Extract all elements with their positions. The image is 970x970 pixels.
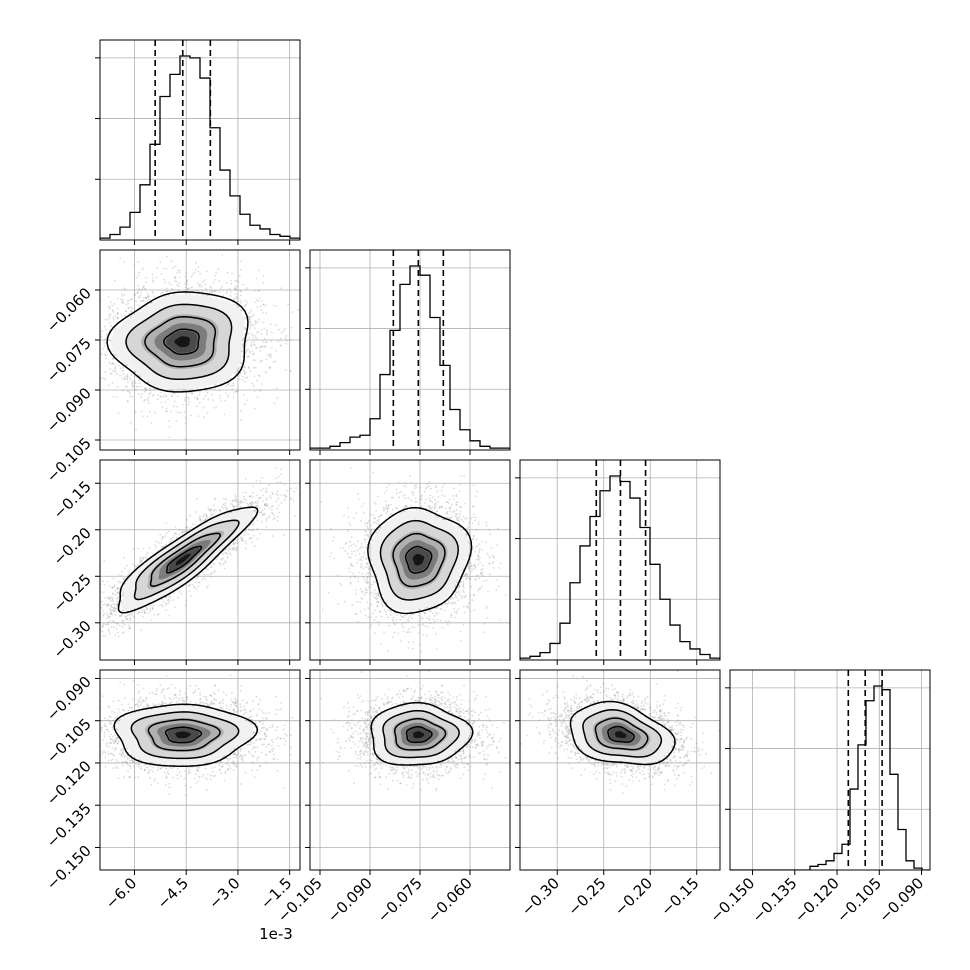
density-level: [174, 336, 190, 348]
scatter-panel-p1-p2: [95, 249, 301, 455]
contour-line: [147, 718, 221, 752]
contour-line: [394, 717, 447, 751]
contour-line: [367, 506, 473, 615]
density-level: [412, 553, 425, 566]
contour-line: [113, 703, 259, 768]
scatter-panel-p2-p3: [305, 459, 511, 665]
panel-frame: [729, 669, 931, 871]
density-level: [413, 731, 425, 739]
panel-frame: [99, 669, 301, 871]
contour-line: [370, 701, 474, 766]
histogram-step-line: [520, 475, 720, 660]
panel-frame: [99, 39, 301, 241]
panels: [95, 39, 931, 875]
scatter-panel-p1-p4: [95, 669, 301, 875]
panel-frame: [309, 249, 511, 451]
histogram-panel-p2: [305, 249, 511, 455]
panel-frame: [309, 669, 511, 871]
contour-line: [405, 726, 433, 744]
panel-frame: [519, 669, 721, 871]
contour-line: [125, 303, 233, 381]
contour-line: [165, 545, 203, 574]
density-level: [175, 553, 192, 566]
contour-line: [117, 506, 259, 614]
contour-line: [163, 328, 200, 355]
contour-line: [404, 545, 433, 574]
panel-frame: [99, 459, 301, 661]
x-offset-label: 1e-3: [259, 925, 293, 943]
scatter-panel-p1-p3: [95, 459, 301, 665]
histogram-panel-p4: [725, 669, 931, 875]
contour-line: [149, 532, 222, 587]
contour-line: [594, 717, 649, 751]
contour-line: [392, 532, 446, 588]
contour-line: [130, 711, 240, 760]
density-level: [614, 731, 627, 739]
density-shading: [110, 294, 245, 390]
contour-line: [582, 709, 663, 758]
histogram-panel-p1: [95, 39, 301, 245]
histogram-step-line: [100, 55, 300, 240]
histogram-step-line: [730, 685, 930, 870]
scatter-panel-p2-p4: [305, 669, 511, 875]
histogram-panel-p3: [515, 459, 721, 665]
contour-line: [382, 709, 460, 759]
scatter-panel-p3-p4: [515, 669, 721, 875]
histogram-step-line: [310, 265, 510, 450]
panel-frame: [99, 249, 301, 451]
contour-line: [133, 519, 240, 601]
contour-line: [164, 726, 203, 744]
contour-line: [144, 316, 217, 368]
contour-line: [379, 519, 459, 601]
panel-frame: [309, 459, 511, 661]
density-level: [175, 731, 191, 739]
contour-line: [106, 291, 249, 393]
contour-line: [607, 725, 635, 743]
contour-line: [569, 700, 676, 766]
panel-frame: [519, 459, 721, 661]
